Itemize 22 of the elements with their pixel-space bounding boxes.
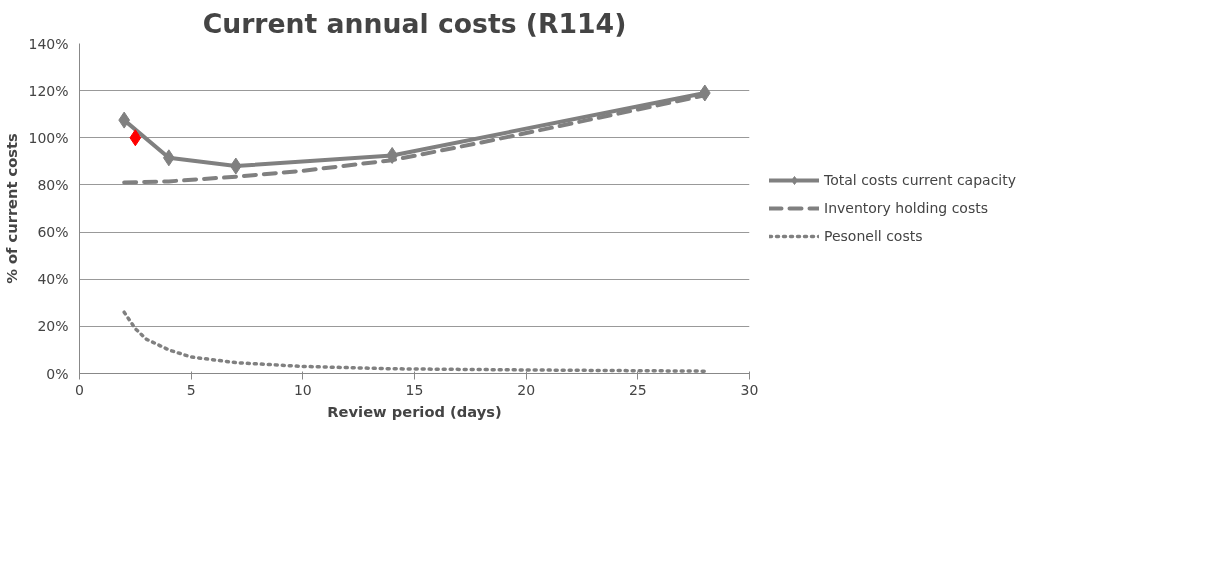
legend-label: Total costs current capacity [824, 172, 1016, 188]
x-tick-label: 20 [517, 381, 536, 398]
y-tick-label: 20% [37, 318, 69, 335]
y-tick-label: 80% [37, 176, 69, 193]
x-tick-label: 30 [740, 381, 759, 398]
chart-title: Current annual costs (R114) [202, 7, 627, 39]
y-axis-title: % of current costs [3, 132, 21, 284]
y-tick-label: 0% [46, 365, 69, 382]
x-axis-title: Review period (days) [327, 402, 502, 420]
x-tick-label: 10 [293, 381, 312, 398]
legend-label: Inventory holding costs [824, 200, 988, 216]
y-tick-label: 100% [28, 129, 69, 146]
x-tick-label: 0 [75, 381, 84, 398]
y-tick-label: 120% [28, 82, 69, 99]
y-tick-label: 60% [37, 224, 69, 241]
y-tick-label: 40% [37, 271, 69, 288]
point [129, 129, 142, 147]
x-tick-label: 25 [628, 381, 647, 398]
x-tick-label: 5 [186, 381, 196, 398]
legend-label: Pesonell costs [824, 228, 923, 244]
y-tick-label: 140% [28, 35, 69, 52]
x-tick-label: 15 [405, 381, 424, 398]
